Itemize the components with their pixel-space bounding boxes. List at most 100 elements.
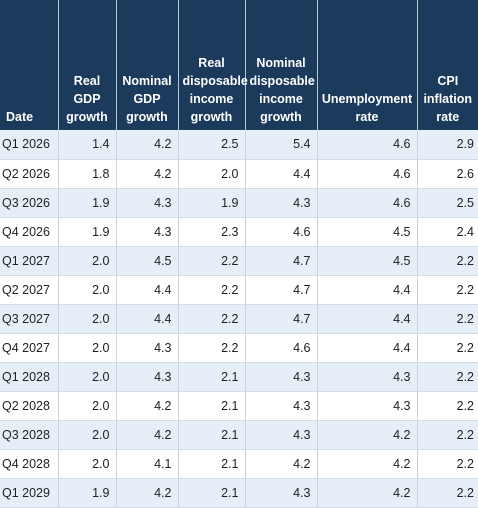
header-label-line: Real xyxy=(198,56,225,70)
real-disposable-income-growth-cell: 2.1 xyxy=(178,391,246,421)
header-label-line: growth xyxy=(66,110,108,124)
header-label-line: rate xyxy=(436,110,460,124)
nominal-gdp-growth-cell: 4.1 xyxy=(116,449,179,479)
nominal-disposable-income-growth-cell: 5.4 xyxy=(245,130,318,160)
unemployment-rate-cell: 4.6 xyxy=(317,188,418,218)
nominal-disposable-income-growth-cell: 4.7 xyxy=(245,275,318,305)
real-disposable-income-growth-cell: 2.2 xyxy=(178,275,246,305)
header-label-line: CPI xyxy=(437,74,459,88)
header-label-line: disposable xyxy=(249,74,315,88)
table-row: Q1 2029 1.9 4.2 2.1 4.3 4.2 2.2 xyxy=(0,478,478,508)
unemployment-rate-cell: 4.3 xyxy=(317,362,418,392)
nominal-gdp-growth-cell: 4.3 xyxy=(116,362,179,392)
nominal-gdp-growth-cell: 4.2 xyxy=(116,391,179,421)
unemployment-rate-cell: 4.2 xyxy=(317,478,418,508)
table-row: Q1 2026 1.4 4.2 2.5 5.4 4.6 2.9 xyxy=(0,130,478,160)
cpi-inflation-rate-cell: 2.2 xyxy=(417,449,478,479)
unemployment-rate-cell: 4.2 xyxy=(317,449,418,479)
real-disposable-income-growth-cell: 1.9 xyxy=(178,188,246,218)
header-label-line: GDP xyxy=(73,92,101,106)
date-cell: Q4 2026 xyxy=(0,217,59,247)
nominal-gdp-growth-cell: 4.2 xyxy=(116,159,179,189)
unemployment-rate-cell: 4.6 xyxy=(317,130,418,160)
header-label-line: income xyxy=(259,92,303,106)
real-disposable-income-growth-cell: 2.3 xyxy=(178,217,246,247)
header-label-line: Nominal xyxy=(256,56,306,70)
nominal-gdp-growth-cell: 4.5 xyxy=(116,246,179,276)
real-gdp-growth-cell: 2.0 xyxy=(58,304,117,334)
unemployment-rate-cell: 4.2 xyxy=(317,420,418,450)
table-row: Q4 2028 2.0 4.1 2.1 4.2 4.2 2.2 xyxy=(0,449,478,479)
table-row: Q3 2028 2.0 4.2 2.1 4.3 4.2 2.2 xyxy=(0,420,478,450)
date-cell: Q1 2026 xyxy=(0,130,59,160)
header-label-line: income xyxy=(189,92,234,106)
header-label-line: disposable xyxy=(182,74,248,88)
date-cell: Q3 2026 xyxy=(0,188,59,218)
nominal-disposable-income-growth-cell: 4.3 xyxy=(245,188,318,218)
nominal-gdp-growth-cell: 4.4 xyxy=(116,304,179,334)
real-disposable-income-growth-cell: 2.1 xyxy=(178,478,246,508)
unemployment-rate-cell: 4.4 xyxy=(317,275,418,305)
nominal-disposable-income-growth-cell: 4.4 xyxy=(245,159,318,189)
header-label-line: growth xyxy=(126,110,168,124)
unemployment-rate-cell: 4.3 xyxy=(317,391,418,421)
nominal-gdp-growth-cell: 4.2 xyxy=(116,478,179,508)
unemployment-rate-cell: 4.6 xyxy=(317,159,418,189)
cpi-inflation-rate-cell: 2.2 xyxy=(417,275,478,305)
nominal-disposable-income-growth-cell: 4.3 xyxy=(245,420,318,450)
real-disposable-income-growth-cell: 2.2 xyxy=(178,304,246,334)
table-row: Q2 2026 1.8 4.2 2.0 4.4 4.6 2.6 xyxy=(0,159,478,189)
date-cell: Q3 2027 xyxy=(0,304,59,334)
unemployment-rate-cell: 4.4 xyxy=(317,304,418,334)
nominal-disposable-income-growth-cell: 4.3 xyxy=(245,391,318,421)
real-gdp-growth-cell: 2.0 xyxy=(58,449,117,479)
nominal-disposable-income-growth-cell: 4.6 xyxy=(245,333,318,363)
header-label-line: growth xyxy=(260,110,302,124)
header-label-line: inflation xyxy=(423,92,473,106)
nominal-gdp-growth-cell: 4.3 xyxy=(116,217,179,247)
cpi-inflation-rate-cell: 2.2 xyxy=(417,478,478,508)
date-header: Date xyxy=(0,0,59,130)
cpi-inflation-rate-header: CPI inflation rate xyxy=(417,0,478,130)
real-disposable-income-growth-cell: 2.5 xyxy=(178,130,246,160)
date-cell: Q1 2028 xyxy=(0,362,59,392)
nominal-gdp-growth-cell: 4.4 xyxy=(116,275,179,305)
header-label-line: rate xyxy=(355,110,379,124)
table-row: Q3 2027 2.0 4.4 2.2 4.7 4.4 2.2 xyxy=(0,304,478,334)
date-cell: Q3 2028 xyxy=(0,420,59,450)
real-disposable-income-growth-cell: 2.0 xyxy=(178,159,246,189)
cpi-inflation-rate-cell: 2.2 xyxy=(417,333,478,363)
nominal-disposable-income-growth-header: Nominal disposable income growth xyxy=(245,0,318,130)
table-row: Q4 2026 1.9 4.3 2.3 4.6 4.5 2.4 xyxy=(0,217,478,247)
nominal-disposable-income-growth-cell: 4.7 xyxy=(245,304,318,334)
real-disposable-income-growth-cell: 2.2 xyxy=(178,333,246,363)
table-row: Q3 2026 1.9 4.3 1.9 4.3 4.6 2.5 xyxy=(0,188,478,218)
unemployment-rate-cell: 4.5 xyxy=(317,217,418,247)
date-cell: Q2 2028 xyxy=(0,391,59,421)
nominal-disposable-income-growth-cell: 4.6 xyxy=(245,217,318,247)
nominal-gdp-growth-cell: 4.3 xyxy=(116,333,179,363)
header-label-line: Date xyxy=(6,110,34,124)
cpi-inflation-rate-cell: 2.2 xyxy=(417,420,478,450)
cpi-inflation-rate-cell: 2.2 xyxy=(417,391,478,421)
header-label-line: Unemployment xyxy=(321,92,413,106)
real-gdp-growth-cell: 1.9 xyxy=(58,217,117,247)
real-gdp-growth-cell: 2.0 xyxy=(58,246,117,276)
header-label-line: Real xyxy=(73,74,101,88)
nominal-disposable-income-growth-cell: 4.3 xyxy=(245,362,318,392)
nominal-disposable-income-growth-cell: 4.2 xyxy=(245,449,318,479)
date-cell: Q2 2027 xyxy=(0,275,59,305)
date-cell: Q1 2027 xyxy=(0,246,59,276)
real-disposable-income-growth-header: Real disposable income growth xyxy=(178,0,248,130)
real-gdp-growth-cell: 2.0 xyxy=(58,275,117,305)
real-gdp-growth-cell: 1.9 xyxy=(58,478,117,508)
unemployment-rate-cell: 4.5 xyxy=(317,246,418,276)
nominal-gdp-growth-header: Nominal GDP growth xyxy=(116,0,179,130)
cpi-inflation-rate-cell: 2.2 xyxy=(417,362,478,392)
table-header: Date Real GDP growth Nominal GDP growth Real dis… xyxy=(0,0,478,130)
cpi-inflation-rate-cell: 2.2 xyxy=(417,304,478,334)
header-label-line: growth xyxy=(190,110,233,124)
date-cell: Q4 2028 xyxy=(0,449,59,479)
real-gdp-growth-cell: 2.0 xyxy=(58,391,117,421)
